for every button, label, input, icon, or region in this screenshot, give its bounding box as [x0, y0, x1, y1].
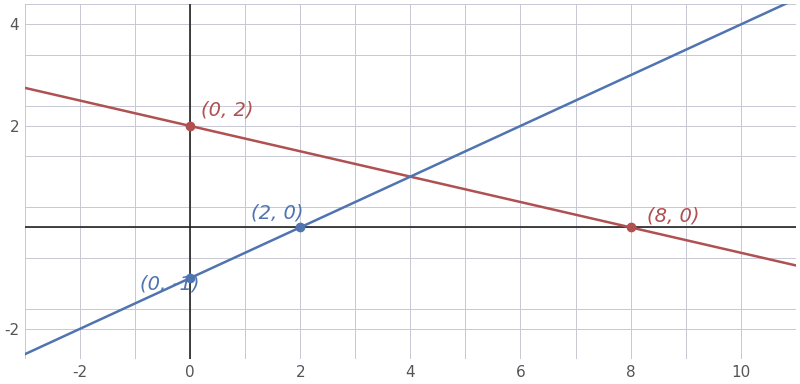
Text: (0, 2): (0, 2): [201, 101, 254, 120]
Text: (8, 0): (8, 0): [647, 206, 700, 225]
Text: (2, 0): (2, 0): [250, 203, 303, 222]
Text: (0, -1): (0, -1): [141, 274, 200, 293]
